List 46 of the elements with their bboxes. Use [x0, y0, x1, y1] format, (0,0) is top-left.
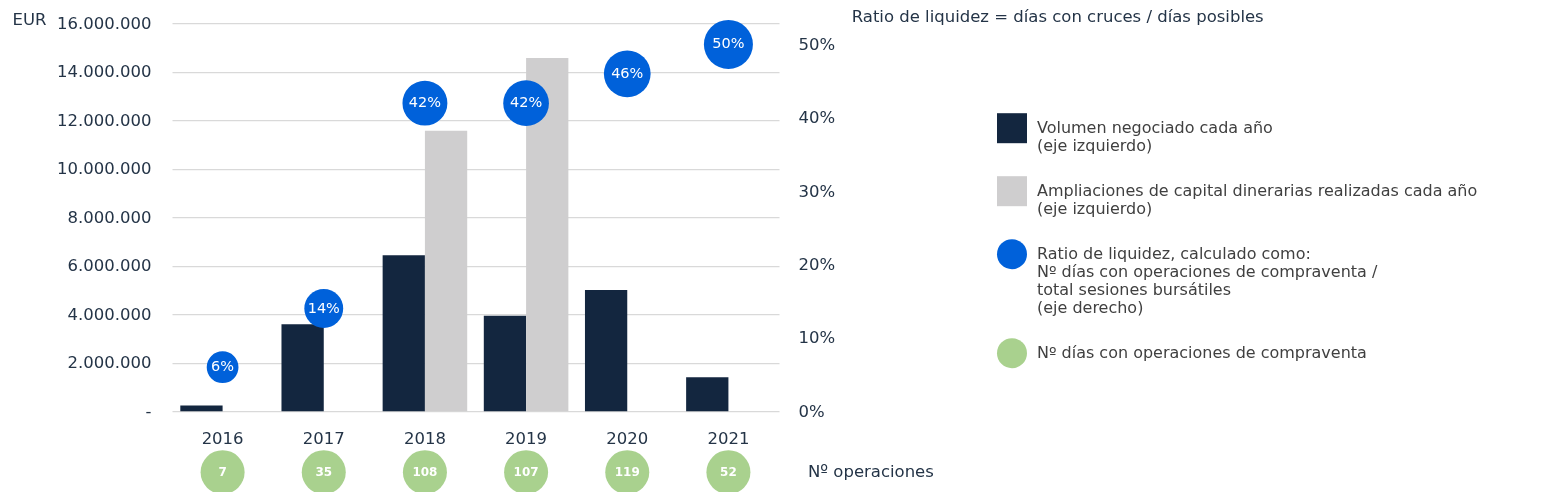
data-label: 42%: [408, 94, 442, 111]
data-label: 35: [315, 465, 333, 480]
y-tick-label: -: [145, 401, 152, 421]
data-label: 46%: [611, 64, 644, 81]
bar: [686, 377, 729, 412]
data-label: 7: [218, 465, 227, 480]
y2-tick-label: 30%: [798, 181, 836, 201]
y2-tick-label: 40%: [798, 108, 836, 128]
data-label: 42%: [509, 94, 543, 111]
legend-label: Nº días con operaciones de compraventa: [1036, 343, 1367, 363]
y2-tick-label: 10%: [798, 328, 836, 348]
y-tick-label: 12.000.000: [57, 110, 152, 130]
y-tick-label: 14.000.000: [57, 62, 152, 82]
legend-label: Volumen negociado cada año (eje izquierdo): [1036, 118, 1273, 156]
bar: [382, 255, 425, 412]
text: Ratio de liquidez = días con cruces / días posibles: [851, 6, 1264, 26]
y-tick-label: 8.000.000: [67, 207, 152, 227]
bar: [281, 324, 324, 412]
y-tick-label: 16.000.000: [57, 13, 152, 33]
data-label: 107: [513, 465, 539, 480]
x-tick-label: 2019: [505, 429, 548, 449]
data-label: 119: [614, 465, 640, 480]
bar: [180, 405, 223, 412]
y-tick-label: 10.000.000: [57, 159, 152, 179]
legend-label: Ampliaciones de capital dinerarias realizadas cada año (eje izquierdo): [1036, 181, 1478, 219]
text: Nº operaciones: [808, 462, 934, 482]
y-axis-title: EUR: [12, 10, 47, 30]
bar: [483, 315, 527, 412]
data-label: 14%: [307, 299, 340, 316]
data-label: 52: [720, 465, 737, 480]
y2-tick-label: 20%: [798, 255, 836, 274]
data-label: 108: [412, 465, 438, 480]
data-label: 6%: [211, 358, 235, 375]
legend-label: Ratio de liquidez, calculado como: Nº días con operaciones de compraventa / total sesiones bursátiles (eje derecho): [1036, 244, 1378, 318]
y-tick-label: 4.000.000: [67, 304, 152, 324]
x-tick-label: 2016: [201, 429, 244, 449]
x-tick-label: 2020: [606, 429, 649, 449]
y-tick-label: 2.000.000: [67, 353, 152, 373]
x-tick-label: 2021: [707, 429, 750, 449]
y2-tick-label: 0%: [798, 401, 825, 421]
x-tick-label: 2018: [403, 429, 446, 449]
bar: [584, 289, 628, 412]
y2-tick-label: 50%: [798, 34, 836, 54]
x-tick-label: 2017: [302, 429, 345, 449]
y-tick-label: 6.000.000: [67, 256, 152, 276]
data-label: 50%: [712, 35, 745, 52]
